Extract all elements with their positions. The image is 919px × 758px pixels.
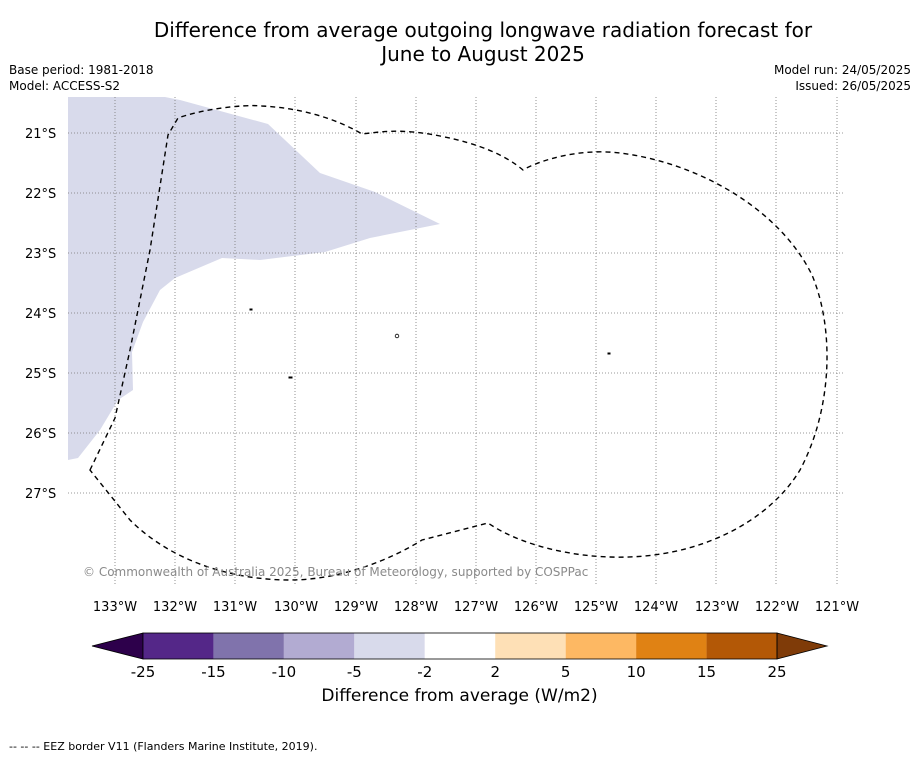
title-line-2: June to August 2025	[381, 42, 585, 66]
lon-label: 122°W	[755, 600, 799, 615]
colorbar-swatch	[213, 633, 284, 659]
lon-label: 131°W	[213, 600, 257, 615]
colorbar-extend-low	[91, 632, 144, 660]
anomaly-region-minus5-to-minus2	[68, 97, 440, 460]
run-info: Model run: 24/05/2025 Issued: 26/05/2025	[774, 62, 911, 94]
lat-label: 21°S	[25, 127, 56, 142]
chart-title: Difference from average outgoing longwav…	[0, 18, 919, 66]
colorbar-tick-label: -15	[201, 663, 226, 681]
base-period: Base period: 1981-2018	[9, 63, 154, 77]
colorbar-tick-label: 25	[767, 663, 786, 681]
colorbar-tick-label: -10	[272, 663, 297, 681]
base-info: Base period: 1981-2018 Model: ACCESS-S2	[9, 62, 154, 94]
model-name: Model: ACCESS-S2	[9, 79, 121, 93]
colorbar-swatch	[143, 633, 214, 659]
island-mark	[288, 376, 293, 379]
lon-label: 132°W	[153, 600, 197, 615]
lat-label: 25°S	[25, 367, 56, 382]
lon-label: 124°W	[634, 600, 678, 615]
island-mark	[394, 333, 400, 339]
lon-label: 127°W	[454, 600, 498, 615]
lon-label: 128°W	[394, 600, 438, 615]
colorbar-tick-label: 2	[490, 663, 500, 681]
colorbar-tick-label: 10	[627, 663, 646, 681]
copyright-notice: © Commonwealth of Australia 2025, Bureau…	[83, 565, 589, 579]
lat-label: 23°S	[25, 247, 56, 262]
latitude-labels: 21°S 22°S 23°S 24°S 25°S 26°S 27°S	[25, 127, 56, 502]
lon-label: 126°W	[514, 600, 558, 615]
colorbar-swatch	[354, 633, 425, 659]
lon-label: 133°W	[93, 600, 137, 615]
model-run: Model run: 24/05/2025	[773, 63, 911, 77]
lon-label: 123°W	[695, 600, 739, 615]
title-line-1: Difference from average outgoing longwav…	[153, 18, 813, 42]
eez-footnote: -- -- -- EEZ border V11 (Flanders Marine…	[9, 740, 318, 753]
colorbar-tick-label: -5	[347, 663, 362, 681]
colorbar-tick-label: 5	[561, 663, 571, 681]
colorbar-swatch	[424, 633, 496, 659]
issued-date: Issued: 26/05/2025	[795, 79, 911, 93]
colorbar-extend-high	[776, 632, 829, 660]
lon-label: 130°W	[274, 600, 318, 615]
island-mark	[249, 308, 253, 311]
colorbar-swatch	[706, 633, 777, 659]
lat-label: 22°S	[25, 187, 56, 202]
longitude-labels: 133°W 132°W 131°W 130°W 129°W 128°W 127°…	[93, 600, 859, 615]
gridlines	[68, 97, 843, 584]
colorbar-tick-label: 15	[697, 663, 716, 681]
colorbar-title: Difference from average (W/m2)	[321, 686, 598, 706]
colorbar-swatch	[283, 633, 355, 659]
lat-label: 24°S	[25, 307, 56, 322]
colorbar-outline	[142, 632, 778, 660]
colorbar: -25 -15 -10 -5 -2 2 5 10 15 25	[91, 632, 829, 681]
lon-label: 129°W	[334, 600, 378, 615]
colorbar-tick-label: -2	[417, 663, 432, 681]
island-mark	[607, 352, 611, 355]
lon-label: 125°W	[574, 600, 618, 615]
eez-border	[89, 104, 828, 581]
lat-label: 26°S	[25, 427, 56, 442]
colorbar-swatch	[565, 633, 637, 659]
lon-label: 121°W	[815, 600, 859, 615]
colorbar-swatch	[636, 633, 707, 659]
map-panel	[68, 97, 843, 584]
lat-label: 27°S	[25, 487, 56, 502]
colorbar-swatch	[495, 633, 566, 659]
island-marks	[249, 308, 611, 379]
colorbar-tick-label: -25	[131, 663, 156, 681]
